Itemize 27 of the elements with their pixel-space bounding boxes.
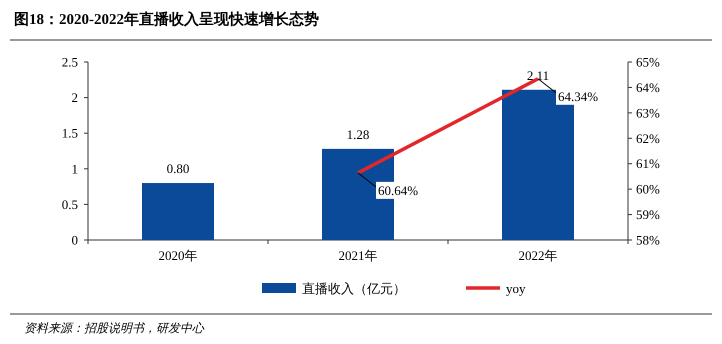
data-label: 2.11 bbox=[526, 68, 550, 83]
legend-label: yoy bbox=[506, 281, 526, 296]
x-tick-label: 2020年 bbox=[158, 248, 198, 263]
data-label: 60.64% bbox=[378, 182, 418, 198]
x-tick-label: 2021年 bbox=[338, 248, 378, 263]
y2-tick-label: 58% bbox=[636, 232, 660, 248]
y2-tick-label: 65% bbox=[636, 54, 660, 70]
chart-title: 图18：2020-2022年直播收入呈现快速增长态势 bbox=[14, 11, 319, 28]
y2-tick-label: 59% bbox=[636, 207, 660, 222]
y-tick-label: 1 bbox=[72, 161, 78, 176]
y-tick-label: 0.5 bbox=[62, 196, 78, 212]
bar bbox=[142, 183, 214, 240]
y2-tick-label: 63% bbox=[636, 105, 660, 120]
text: 资料来源：招股说明书，研发中心 bbox=[24, 321, 205, 335]
y2-tick-label: 62% bbox=[636, 130, 660, 146]
data-label: 1.28 bbox=[346, 126, 370, 142]
data-label: 64.34% bbox=[558, 88, 598, 104]
y2-tick-label: 61% bbox=[636, 156, 660, 172]
y-tick-label: 0 bbox=[72, 232, 78, 248]
y-tick-label: 1.5 bbox=[62, 126, 78, 141]
y-tick-label: 2.5 bbox=[62, 54, 78, 70]
x-tick-label: 2022年 bbox=[518, 248, 558, 263]
legend-label: 直播收入（亿元） bbox=[302, 281, 406, 296]
data-label: 0.80 bbox=[166, 161, 190, 176]
y-tick-label: 2 bbox=[72, 90, 78, 106]
y2-tick-label: 60% bbox=[636, 182, 660, 197]
y2-tick-label: 64% bbox=[636, 80, 660, 95]
